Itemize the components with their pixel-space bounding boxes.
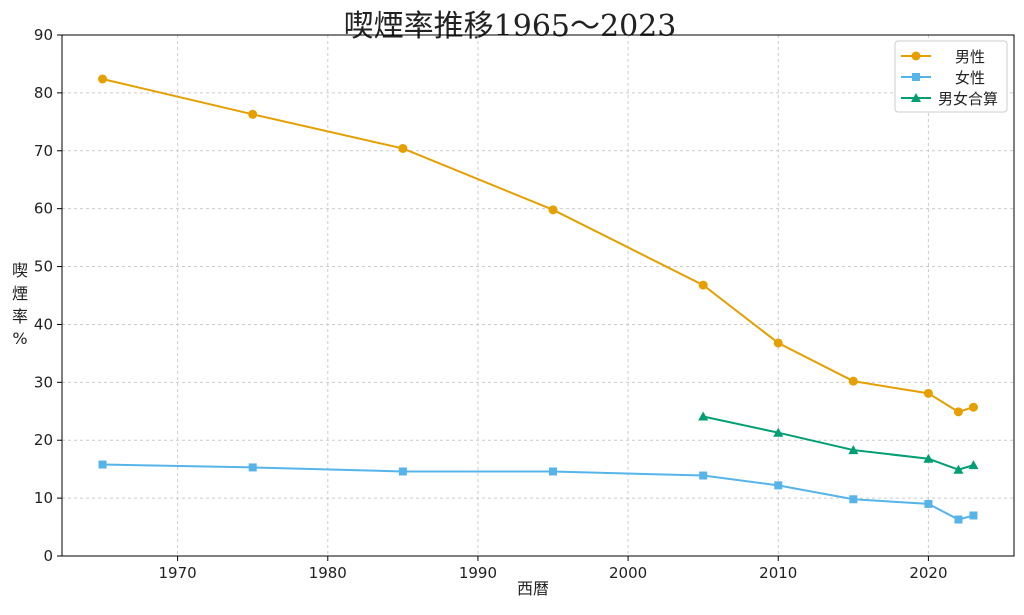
y-tick-label: 90 xyxy=(34,26,53,44)
data-point xyxy=(698,411,709,421)
data-point xyxy=(549,467,558,476)
legend-label: 男女合算 xyxy=(938,90,998,108)
data-point xyxy=(953,407,963,417)
y-tick-label: 10 xyxy=(34,489,53,507)
data-point xyxy=(248,109,258,119)
y-label-char: 喫 xyxy=(12,261,28,280)
y-tick-label: 80 xyxy=(34,84,53,102)
data-point xyxy=(968,460,979,470)
x-tick-label: 2010 xyxy=(759,564,797,582)
y-tick-label: 0 xyxy=(43,547,53,565)
data-point xyxy=(849,495,858,504)
y-tick-label: 70 xyxy=(34,142,53,160)
data-point xyxy=(98,460,107,469)
x-axis-label: 西暦 xyxy=(517,579,549,598)
legend-marker xyxy=(912,73,920,81)
data-point xyxy=(698,280,708,290)
y-tick-label: 60 xyxy=(34,200,53,218)
data-point xyxy=(398,467,407,476)
ticks: 1970 1980 1990 2000 2010 2020 0 10 20 30 40 50 60 70 8… xyxy=(34,26,948,582)
series-group xyxy=(98,74,979,524)
legend-label: 男性 xyxy=(955,48,985,66)
y-tick-label: 20 xyxy=(34,431,53,449)
x-tick-label: 1970 xyxy=(159,564,197,582)
data-point xyxy=(248,463,257,472)
data-point xyxy=(98,74,108,84)
data-point xyxy=(954,515,963,524)
data-point xyxy=(774,481,783,490)
legend-marker xyxy=(911,51,921,61)
data-point xyxy=(924,499,933,508)
data-point xyxy=(773,427,784,437)
y-label-char: 煙 xyxy=(12,284,28,303)
series-line xyxy=(702,415,974,471)
y-axis-label: 喫 煙 率 % xyxy=(12,261,28,348)
legend-box xyxy=(894,40,1008,113)
x-tick-label: 1980 xyxy=(309,564,347,582)
data-point xyxy=(773,338,783,348)
grid xyxy=(62,34,1014,557)
series-1 xyxy=(98,460,978,524)
data-point xyxy=(848,445,859,455)
x-tick-label: 2020 xyxy=(909,564,947,582)
data-point xyxy=(953,464,964,474)
data-point xyxy=(923,453,934,463)
data-point xyxy=(699,471,708,480)
x-tick-label: 1990 xyxy=(459,564,497,582)
data-point xyxy=(398,143,408,153)
y-tick-label: 30 xyxy=(34,373,53,391)
series-0 xyxy=(98,74,978,417)
series-2 xyxy=(698,411,979,474)
data-point xyxy=(923,388,933,398)
data-point xyxy=(548,205,558,215)
y-label-char: % xyxy=(12,329,27,348)
legend-marker xyxy=(911,93,921,102)
y-tick-label: 50 xyxy=(34,258,53,276)
series-line xyxy=(102,463,974,521)
x-tick-label: 2000 xyxy=(609,564,647,582)
chart-title: 喫煙率推移1965〜2023 xyxy=(344,9,677,44)
series-line xyxy=(102,78,974,413)
data-point xyxy=(968,402,978,412)
data-point xyxy=(969,511,978,520)
y-label-char: 率 xyxy=(12,307,28,326)
legend-label: 女性 xyxy=(955,69,985,87)
y-tick-label: 40 xyxy=(34,315,53,333)
data-point xyxy=(848,376,858,386)
plot-frame xyxy=(61,34,1015,557)
